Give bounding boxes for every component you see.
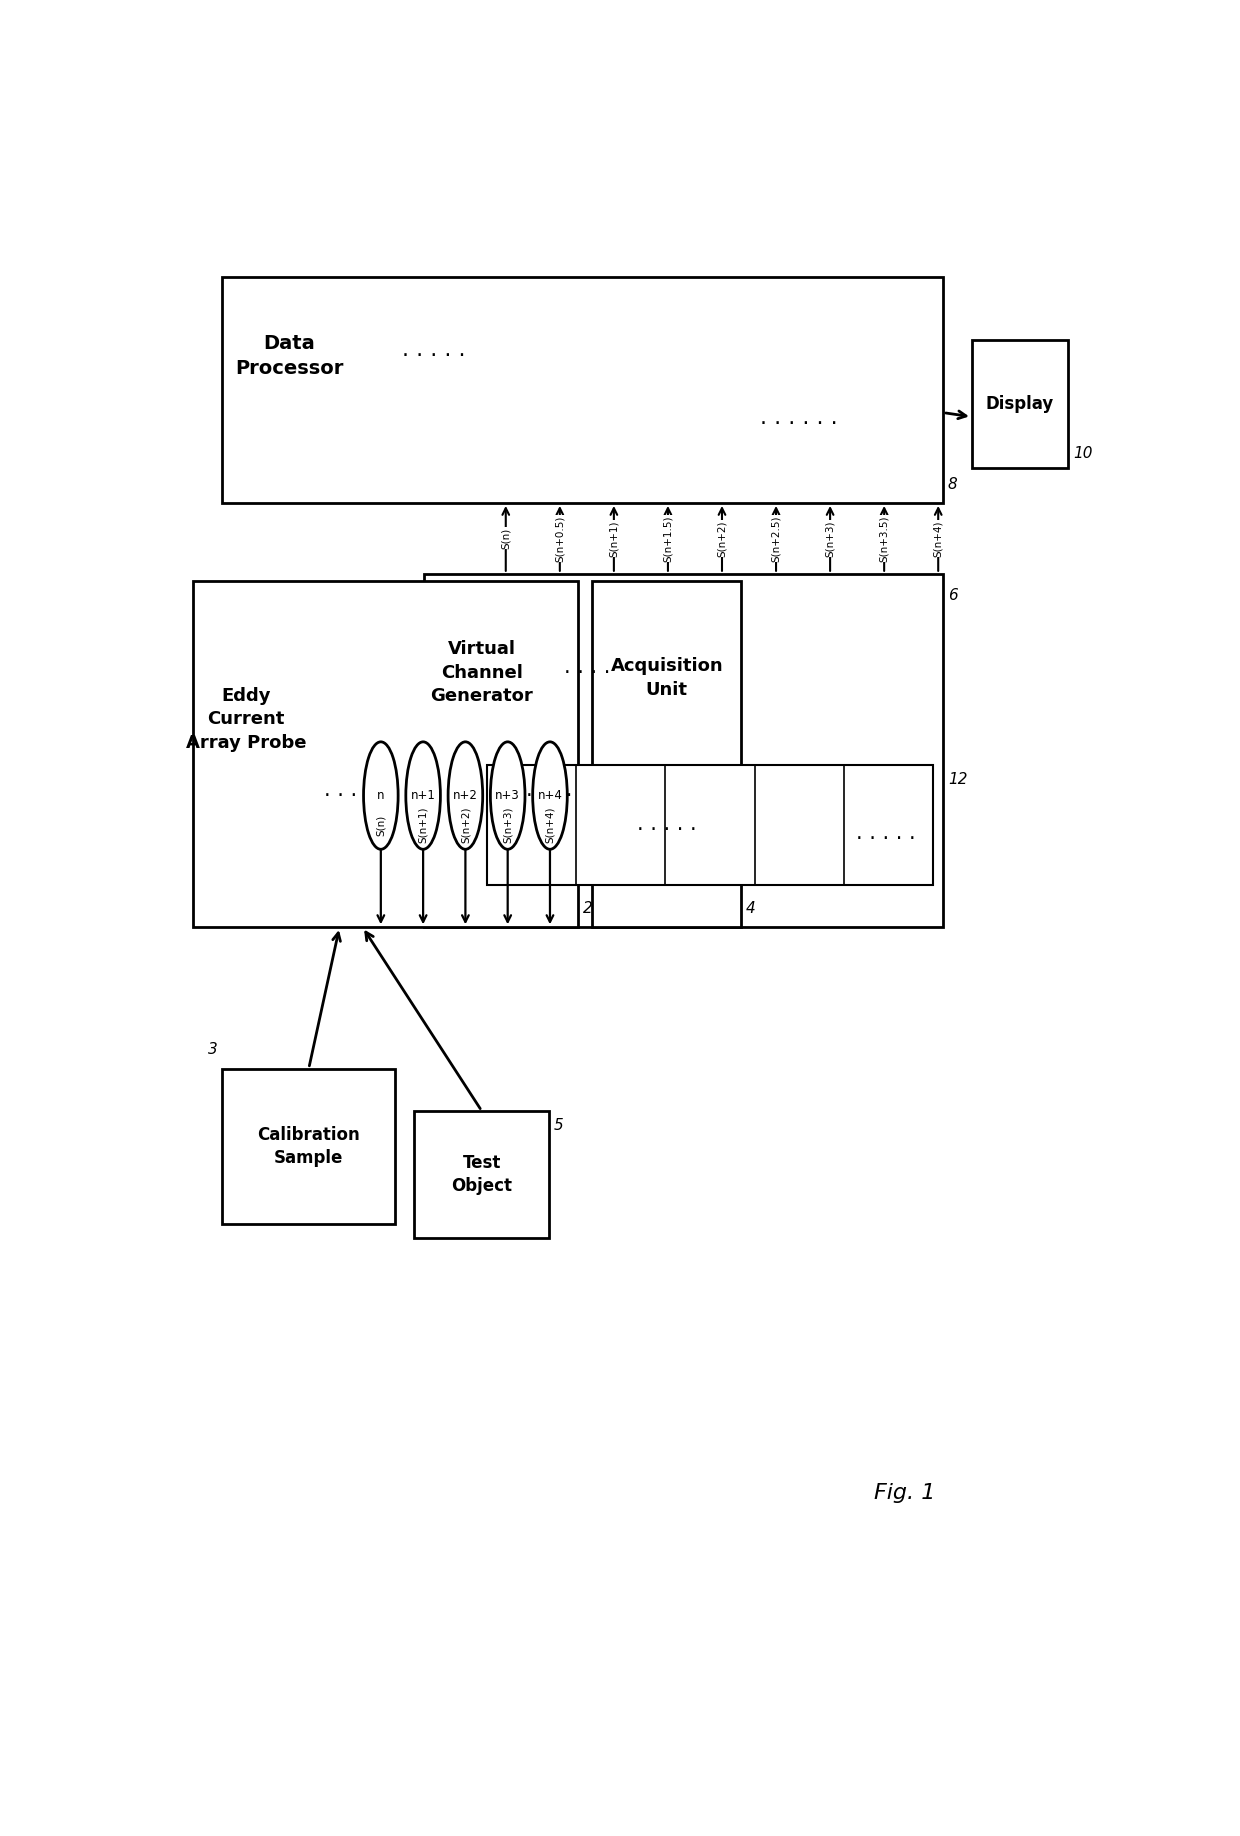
Text: · · · ·: · · · · — [526, 786, 572, 806]
Text: · · · · ·: · · · · · — [637, 821, 697, 841]
Bar — [593, 580, 742, 927]
Bar — [486, 764, 934, 885]
Text: n+1: n+1 — [410, 789, 435, 802]
Ellipse shape — [448, 742, 482, 850]
Text: S(n+1.5): S(n+1.5) — [663, 516, 673, 562]
Text: Data
Processor: Data Processor — [236, 334, 343, 378]
Ellipse shape — [363, 742, 398, 850]
Bar — [414, 1111, 549, 1237]
Text: Acquisition
Unit: Acquisition Unit — [610, 657, 723, 700]
Text: n+4: n+4 — [537, 789, 563, 802]
Text: S(n+3): S(n+3) — [502, 808, 512, 843]
Text: Virtual
Channel
Generator: Virtual Channel Generator — [430, 641, 533, 705]
Text: 8: 8 — [947, 477, 957, 492]
Text: 12: 12 — [947, 771, 967, 786]
Bar — [972, 340, 1068, 468]
Text: n+2: n+2 — [453, 789, 477, 802]
Text: n+3: n+3 — [495, 789, 520, 802]
Text: S(n+4): S(n+4) — [544, 808, 556, 843]
Bar — [222, 1069, 396, 1225]
Text: Fig. 1: Fig. 1 — [874, 1483, 935, 1502]
Text: S(n+0.5): S(n+0.5) — [554, 516, 565, 562]
Ellipse shape — [533, 742, 567, 850]
Text: 4: 4 — [746, 901, 755, 916]
Text: Test
Object: Test Object — [451, 1153, 512, 1195]
Text: n: n — [377, 789, 384, 802]
Text: S(n): S(n) — [376, 815, 386, 835]
Text: S(n+2.5): S(n+2.5) — [771, 516, 781, 562]
Text: S(n+1): S(n+1) — [609, 520, 619, 556]
Text: S(n+2): S(n+2) — [717, 520, 727, 556]
Text: 2: 2 — [583, 901, 593, 916]
Bar — [424, 573, 944, 927]
Text: 3: 3 — [208, 1043, 217, 1058]
Ellipse shape — [405, 742, 440, 850]
Text: S(n+2): S(n+2) — [460, 808, 470, 843]
Text: S(n+1): S(n+1) — [418, 808, 428, 843]
Text: · · · · ·: · · · · · — [856, 828, 915, 848]
Text: S(n+3.5): S(n+3.5) — [879, 516, 889, 562]
Text: · · · · ·: · · · · · — [402, 345, 465, 365]
Text: 6: 6 — [947, 588, 957, 602]
Text: 5: 5 — [554, 1118, 563, 1133]
Text: Display: Display — [986, 395, 1054, 413]
Bar — [193, 580, 578, 927]
Text: Eddy
Current
Array Probe: Eddy Current Array Probe — [186, 687, 306, 753]
Text: S(n): S(n) — [501, 527, 511, 549]
Bar — [222, 277, 942, 503]
Text: 10: 10 — [1073, 446, 1092, 461]
Text: Calibration
Sample: Calibration Sample — [258, 1125, 360, 1168]
Text: S(n+3): S(n+3) — [825, 520, 835, 556]
Text: · · · ·: · · · · — [564, 663, 610, 683]
Ellipse shape — [490, 742, 525, 850]
Text: S(n+4): S(n+4) — [934, 520, 944, 556]
Text: · · · · · ·: · · · · · · — [760, 413, 838, 433]
Text: · · · ·: · · · · — [324, 786, 371, 806]
